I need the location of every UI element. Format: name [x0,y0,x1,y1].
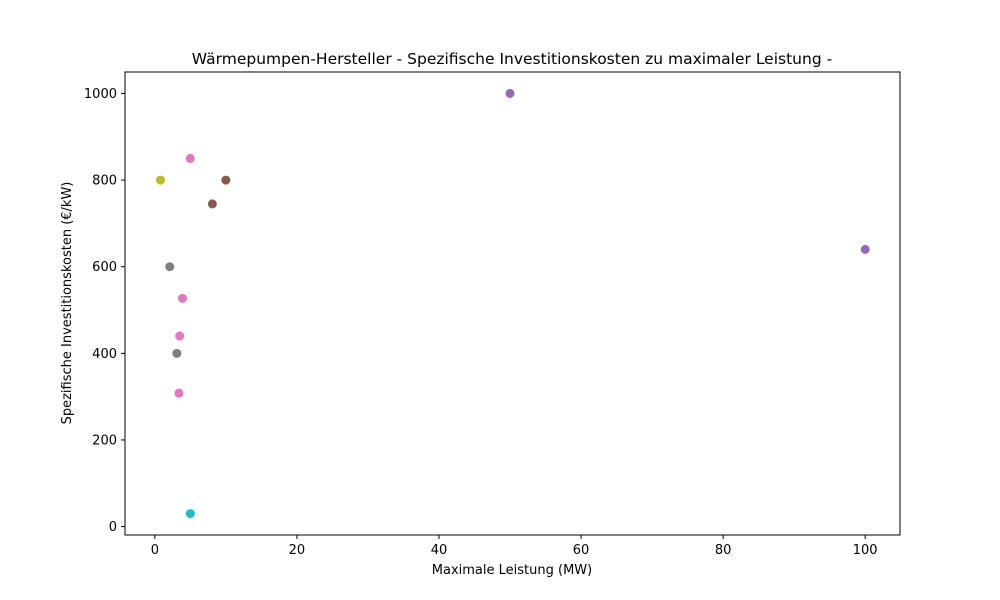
y-tick-label: 0 [109,520,117,535]
data-point [156,175,166,185]
data-point [174,388,184,398]
x-tick-label: 60 [573,543,590,558]
data-point [860,244,870,254]
x-tick-label: 40 [431,543,448,558]
y-axis-label: Spezifische Investitionskosten (€/kW) [60,182,75,425]
y-tick-label: 200 [92,433,117,448]
y-tick-label: 400 [92,347,117,362]
data-point [172,348,182,358]
x-tick-label: 80 [715,543,732,558]
data-point [505,88,515,98]
data-point [207,199,217,209]
x-tick-label: 100 [853,543,878,558]
data-point [178,293,188,303]
x-axis-label: Maximale Leistung (MW) [432,563,592,578]
y-tick-label: 800 [92,174,117,189]
data-point [175,331,185,341]
data-point [185,153,195,163]
y-tick-label: 1000 [84,87,117,102]
plot-frame [124,71,901,536]
data-point [221,175,231,185]
data-point [185,509,195,519]
x-tick-label: 0 [151,543,159,558]
y-tick-label: 600 [92,260,117,275]
chart-title: Wärmepumpen-Hersteller - Spezifische Inv… [192,50,832,68]
x-tick-label: 20 [289,543,306,558]
data-point [165,262,175,272]
